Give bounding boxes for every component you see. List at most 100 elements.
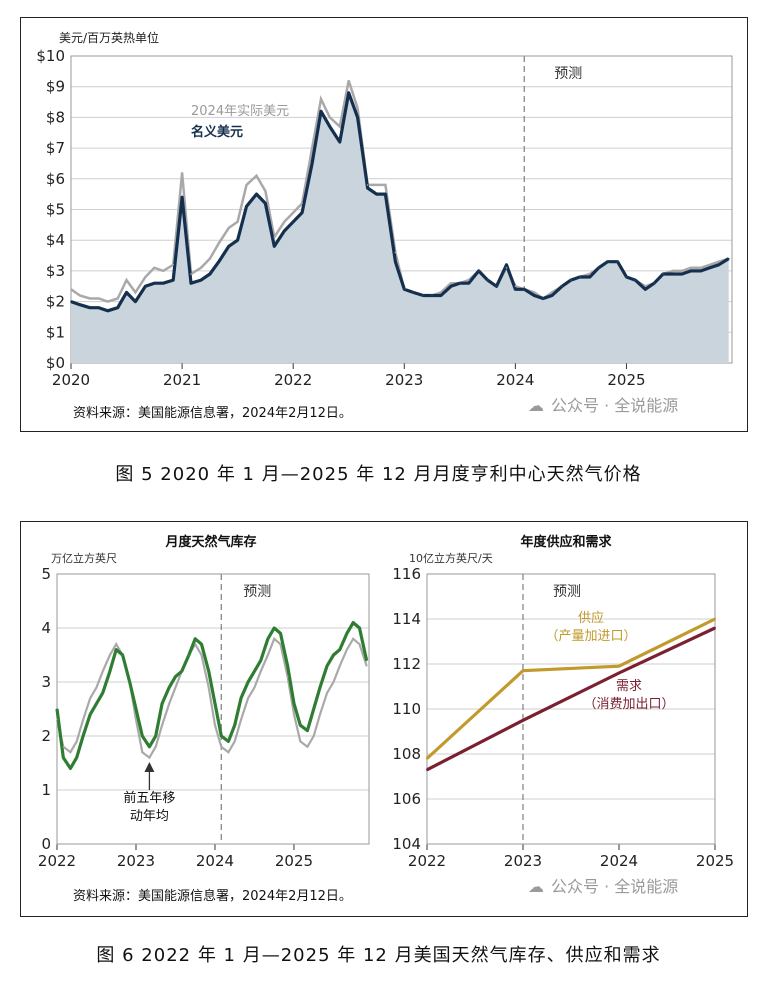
data-point-average bbox=[338, 665, 341, 667]
data-point-nominal bbox=[217, 260, 220, 263]
data-point-average bbox=[168, 702, 170, 705]
data-point-average bbox=[286, 675, 289, 678]
data-point-real bbox=[589, 273, 591, 275]
data-point-nominal bbox=[533, 294, 536, 297]
data-point-nominal bbox=[561, 285, 563, 288]
data-point-real bbox=[514, 285, 517, 288]
data-point-nominal bbox=[570, 279, 572, 281]
data-point-real bbox=[245, 184, 248, 186]
x-tick-label: 2024 bbox=[600, 852, 638, 870]
data-point-nominal bbox=[329, 125, 331, 128]
data-point-average bbox=[273, 638, 276, 640]
series-line-nominal-dollars bbox=[70, 91, 730, 313]
data-point-nominal bbox=[440, 294, 442, 297]
data-point-storage bbox=[161, 702, 163, 705]
data-point-nominal bbox=[597, 267, 600, 269]
data-point-real bbox=[700, 267, 702, 269]
data-point-nominal bbox=[79, 303, 81, 306]
legend-real-dollars: 2024年实际美元 bbox=[191, 104, 289, 119]
data-point-real bbox=[125, 279, 128, 281]
data-point-storage bbox=[56, 708, 58, 710]
series-line-demand bbox=[426, 626, 716, 772]
data-point-storage bbox=[332, 654, 335, 656]
data-point-nominal bbox=[255, 193, 258, 195]
data-point-nominal bbox=[236, 239, 239, 241]
data-point-nominal bbox=[116, 306, 119, 309]
data-point-average bbox=[220, 746, 223, 748]
data-point-storage bbox=[358, 627, 361, 629]
storage-unit-label: 万亿立方英尺 bbox=[51, 551, 117, 565]
data-point-nominal bbox=[70, 300, 72, 303]
data-point-average bbox=[148, 756, 151, 759]
data-point-real bbox=[97, 297, 100, 300]
data-point-real bbox=[366, 184, 369, 186]
data-point-average bbox=[267, 654, 269, 656]
data-point-storage bbox=[62, 756, 65, 759]
data-point-real bbox=[690, 267, 692, 269]
data-point-average bbox=[306, 746, 309, 748]
price-chart-panel: $0 $1 $2 $3 $4 $5 $6 $7 $8 $9 $10 2020 2021 2022 2023 2… bbox=[20, 17, 748, 432]
data-point-storage bbox=[338, 648, 341, 651]
data-point-nominal bbox=[551, 294, 553, 297]
y-tick-label: $10 bbox=[36, 47, 65, 65]
data-point-storage bbox=[319, 686, 321, 689]
data-point-storage bbox=[168, 686, 170, 689]
x-tick-label: 2022 bbox=[274, 371, 312, 389]
data-point-nominal bbox=[616, 260, 619, 263]
data-point-average bbox=[207, 686, 210, 689]
data-point-average bbox=[154, 746, 157, 748]
data-point-real bbox=[375, 184, 378, 186]
data-point-average bbox=[332, 681, 335, 683]
x-tick-label: 2022 bbox=[38, 852, 76, 870]
data-point-average bbox=[56, 719, 58, 721]
price-chart: $0 $1 $2 $3 $4 $5 $6 $7 $8 $9 $10 2020 2021 2022 2023 2… bbox=[36, 30, 733, 421]
data-point-real bbox=[450, 282, 452, 284]
data-point-nominal bbox=[681, 273, 683, 275]
data-point-supply bbox=[618, 665, 620, 668]
data-point-real bbox=[264, 190, 267, 192]
data-point-nominal bbox=[579, 276, 581, 278]
data-point-real bbox=[347, 79, 350, 82]
data-point-nominal bbox=[245, 205, 248, 208]
data-point-nominal bbox=[653, 282, 656, 284]
source-note: 资料来源：美国能源信息署，2024年2月12日。 bbox=[73, 888, 352, 904]
data-point-nominal bbox=[320, 110, 322, 113]
data-point-nominal bbox=[366, 187, 369, 189]
data-point-real bbox=[181, 171, 183, 174]
data-point-nominal bbox=[644, 288, 647, 291]
data-point-nominal bbox=[542, 297, 544, 300]
data-point-nominal bbox=[106, 310, 109, 312]
data-point-storage bbox=[312, 708, 315, 710]
data-point-storage bbox=[109, 670, 111, 672]
data-point-storage bbox=[115, 648, 118, 651]
data-point-nominal bbox=[162, 282, 165, 284]
data-point-nominal bbox=[505, 263, 508, 266]
wechat-icon: ☁ bbox=[528, 396, 544, 415]
data-point-average bbox=[89, 697, 91, 699]
data-point-nominal bbox=[717, 263, 720, 266]
y-tick-label: 112 bbox=[392, 655, 421, 673]
data-point-nominal bbox=[209, 273, 211, 275]
data-point-real bbox=[717, 260, 720, 263]
x-tick-label: 2023 bbox=[385, 371, 423, 389]
x-tick-label: 2021 bbox=[163, 371, 201, 389]
storage-chart-title: 月度天然气库存 bbox=[164, 534, 256, 550]
data-point-average bbox=[161, 724, 163, 726]
data-point-average bbox=[62, 746, 65, 748]
data-point-real bbox=[505, 267, 508, 269]
data-point-demand bbox=[618, 672, 620, 674]
data-point-storage bbox=[82, 735, 84, 737]
data-point-average bbox=[75, 740, 78, 743]
y-tick-label: $6 bbox=[46, 170, 65, 188]
data-point-real bbox=[644, 285, 647, 288]
data-point-storage bbox=[128, 681, 131, 683]
data-point-supply bbox=[426, 757, 428, 760]
data-point-storage bbox=[154, 735, 157, 737]
y-tick-label: 116 bbox=[392, 565, 421, 583]
data-point-storage bbox=[200, 643, 203, 645]
data-point-real bbox=[200, 267, 202, 269]
source-note: 资料来源：美国能源信息署，2024年2月12日。 bbox=[73, 405, 352, 421]
data-point-storage bbox=[306, 729, 309, 732]
legend-supply: （产量加进口） bbox=[545, 629, 636, 644]
data-point-nominal bbox=[662, 273, 664, 275]
